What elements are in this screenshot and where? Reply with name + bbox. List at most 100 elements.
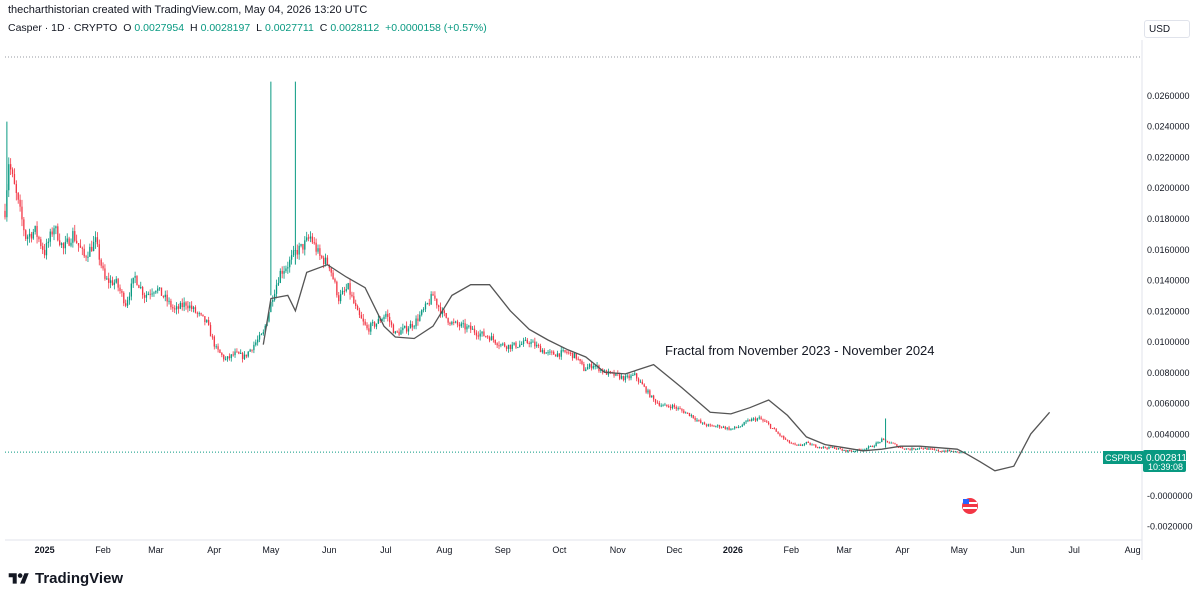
candle-body	[25, 230, 27, 239]
candle-body	[123, 292, 125, 304]
candle-body	[760, 417, 762, 420]
candle-body	[545, 352, 547, 354]
candle-body	[366, 324, 368, 329]
candle-body	[920, 447, 923, 449]
candle-body	[251, 349, 253, 351]
candle-body	[255, 342, 257, 345]
candle-body	[215, 346, 217, 348]
candle-body	[933, 449, 936, 451]
candle-body	[381, 319, 383, 321]
candle-body	[130, 283, 132, 297]
candle-body	[260, 333, 263, 335]
candle-body	[106, 278, 108, 280]
candle-body	[313, 242, 315, 244]
candle-body	[40, 239, 42, 247]
candle-body	[709, 424, 711, 426]
candle-body	[191, 305, 193, 309]
candle-body	[705, 424, 708, 426]
candle-body	[534, 341, 536, 347]
x-tick-label: Feb	[95, 545, 111, 555]
candle-body	[849, 450, 851, 452]
candle-body	[79, 245, 82, 248]
candle-body	[507, 344, 510, 349]
candle-body	[588, 364, 591, 368]
candle-body	[513, 342, 515, 345]
candle-body	[487, 336, 489, 338]
candle-body	[275, 284, 278, 294]
candle-body	[839, 448, 841, 450]
y-tick-label: 0.0260000	[1147, 91, 1190, 101]
candle-body	[781, 435, 783, 437]
symbol-description[interactable]: Casper · 1D · CRYPTO	[8, 22, 118, 34]
candle-body	[564, 350, 566, 352]
candle-body	[613, 372, 615, 376]
candle-body	[671, 405, 674, 409]
candle-body	[918, 447, 921, 449]
candle-body	[57, 226, 59, 241]
candle-body	[187, 305, 189, 309]
candle-body	[383, 316, 385, 320]
candle-body	[432, 294, 434, 296]
candle-body	[690, 415, 693, 417]
candle-body	[871, 445, 874, 448]
candle-body	[47, 241, 50, 244]
candle-body	[945, 450, 947, 452]
candle-body	[347, 283, 349, 290]
candle-body	[398, 331, 400, 335]
candle-body	[964, 451, 966, 453]
candle-body	[751, 418, 753, 421]
candle-body	[379, 319, 381, 321]
candle-body	[336, 281, 338, 296]
candle-body	[556, 353, 559, 357]
low-value: 0.0027711	[264, 22, 314, 34]
candle-body	[109, 280, 112, 283]
candle-body	[96, 237, 99, 245]
candle-body	[153, 292, 155, 294]
candle-body	[830, 446, 832, 448]
candle-body	[19, 199, 21, 207]
candle-body	[766, 421, 768, 423]
y-tick-label: 0.0240000	[1147, 122, 1190, 132]
candle-body	[702, 422, 704, 424]
candle-body	[309, 236, 312, 239]
candle-body	[117, 278, 119, 288]
candle-body	[773, 428, 775, 430]
candle-body	[85, 256, 87, 258]
candle-body	[83, 248, 85, 257]
candle-body	[519, 344, 521, 347]
candle-body	[125, 303, 127, 306]
tradingview-logo[interactable]: TradingView	[8, 570, 123, 587]
candle-body	[134, 275, 136, 278]
candle-body	[324, 257, 327, 265]
candle-body	[609, 371, 611, 373]
candle-body	[38, 236, 40, 240]
candle-body	[15, 184, 17, 193]
candle-body	[835, 448, 838, 450]
x-tick-label: 2025	[35, 545, 55, 555]
currency-button[interactable]: USD	[1144, 20, 1190, 38]
candle-body	[343, 290, 346, 292]
candles	[4, 81, 966, 454]
candle-body	[462, 323, 464, 325]
candle-body	[692, 415, 694, 418]
candle-body	[775, 429, 777, 432]
candle-body	[715, 426, 717, 428]
us-flag-icon[interactable]	[962, 498, 978, 514]
candle-body	[732, 428, 734, 430]
candle-body	[896, 444, 898, 447]
candle-body	[81, 247, 83, 249]
candle-body	[954, 451, 956, 453]
candle-body	[654, 399, 657, 403]
candle-body	[711, 425, 713, 427]
fractal-annotation[interactable]: Fractal from November 2023 - November 20…	[665, 343, 935, 358]
candle-body	[77, 243, 80, 246]
candle-body	[932, 448, 934, 450]
open-value: 0.0027954	[134, 22, 185, 34]
candle-body	[549, 351, 551, 353]
candle-body	[805, 442, 808, 444]
low-label: L	[256, 22, 262, 34]
candle-body	[424, 303, 427, 310]
candle-body	[181, 302, 183, 308]
candle-body	[28, 233, 31, 237]
